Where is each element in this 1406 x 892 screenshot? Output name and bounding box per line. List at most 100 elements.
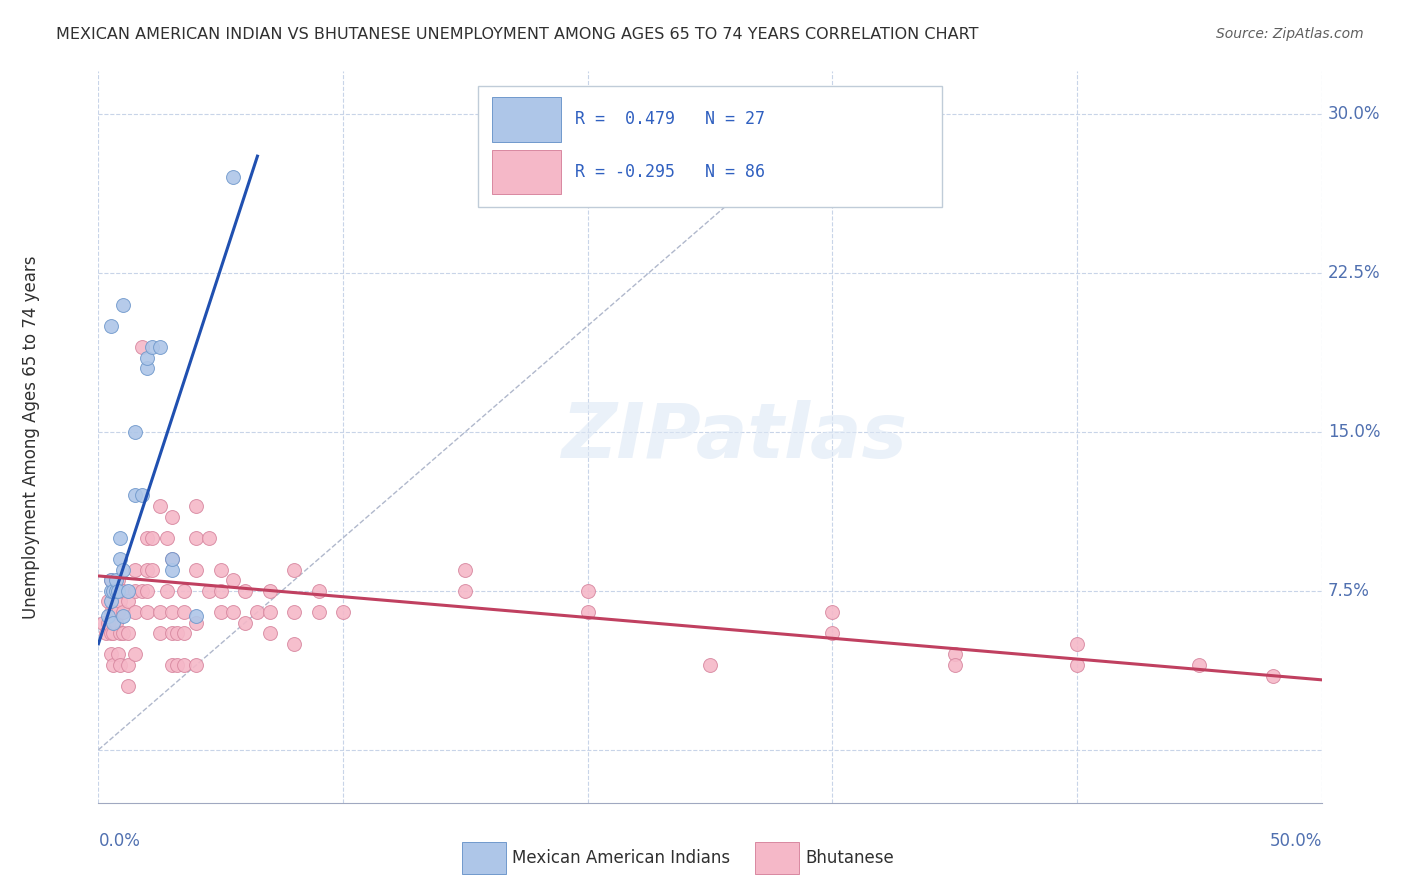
Point — [100, 605, 122, 619]
Point — [136, 351, 159, 365]
Point — [454, 583, 477, 598]
Point — [308, 583, 330, 598]
Point — [124, 563, 146, 577]
Point — [124, 488, 146, 502]
Point — [283, 563, 305, 577]
Point — [233, 583, 256, 598]
Point — [166, 626, 188, 640]
Point — [111, 609, 134, 624]
Text: Unemployment Among Ages 65 to 74 years: Unemployment Among Ages 65 to 74 years — [22, 255, 41, 619]
Point — [149, 626, 172, 640]
Point — [136, 361, 159, 376]
Point — [173, 583, 195, 598]
Point — [136, 583, 159, 598]
Point — [222, 573, 245, 587]
Point — [117, 679, 139, 693]
Point — [100, 573, 122, 587]
Text: 15.0%: 15.0% — [1327, 423, 1381, 441]
Point — [173, 658, 195, 673]
Text: R = -0.295   N = 86: R = -0.295 N = 86 — [575, 162, 765, 180]
Point — [104, 583, 127, 598]
Text: Mexican American Indians: Mexican American Indians — [512, 848, 730, 867]
Point — [131, 340, 153, 354]
Point — [186, 609, 208, 624]
Point — [149, 340, 172, 354]
Point — [136, 563, 159, 577]
FancyBboxPatch shape — [478, 86, 942, 207]
Point — [160, 626, 183, 640]
Point — [259, 583, 281, 598]
Point — [332, 605, 354, 619]
Point — [101, 605, 124, 619]
Point — [173, 605, 195, 619]
Point — [111, 605, 134, 619]
Point — [124, 425, 146, 439]
Point — [156, 583, 179, 598]
Point — [141, 531, 163, 545]
Point — [136, 605, 159, 619]
Point — [111, 583, 134, 598]
Point — [209, 605, 232, 619]
Point — [943, 658, 966, 673]
Point — [91, 615, 114, 630]
Point — [100, 583, 122, 598]
Point — [186, 658, 208, 673]
Point — [141, 340, 163, 354]
Point — [100, 626, 122, 640]
Point — [117, 626, 139, 640]
Point — [124, 583, 146, 598]
Text: 30.0%: 30.0% — [1327, 104, 1381, 123]
Point — [131, 488, 153, 502]
Point — [97, 615, 120, 630]
Text: Bhutanese: Bhutanese — [806, 848, 894, 867]
Point — [100, 648, 122, 662]
Point — [222, 170, 245, 185]
Point — [160, 605, 183, 619]
FancyBboxPatch shape — [755, 842, 800, 874]
Point — [233, 615, 256, 630]
Point — [100, 573, 122, 587]
Text: 7.5%: 7.5% — [1327, 582, 1369, 599]
Point — [94, 626, 117, 640]
Point — [259, 605, 281, 619]
Point — [104, 573, 127, 587]
Point — [160, 552, 183, 566]
Point — [1188, 658, 1211, 673]
Point — [107, 605, 129, 619]
Point — [101, 658, 124, 673]
Text: ZIPatlas: ZIPatlas — [561, 401, 907, 474]
Point — [97, 594, 120, 608]
Point — [97, 609, 120, 624]
Point — [141, 563, 163, 577]
Point — [111, 297, 134, 311]
FancyBboxPatch shape — [461, 842, 506, 874]
Text: 50.0%: 50.0% — [1270, 832, 1322, 850]
Point — [104, 605, 127, 619]
Point — [111, 563, 134, 577]
Point — [454, 563, 477, 577]
Text: R =  0.479   N = 27: R = 0.479 N = 27 — [575, 110, 765, 128]
Point — [101, 626, 124, 640]
Point — [1066, 658, 1088, 673]
Point — [699, 658, 721, 673]
Point — [197, 531, 219, 545]
Point — [186, 531, 208, 545]
Point — [576, 605, 599, 619]
FancyBboxPatch shape — [492, 97, 561, 142]
Point — [110, 658, 132, 673]
Point — [186, 499, 208, 513]
Point — [101, 615, 124, 630]
Point — [107, 573, 129, 587]
Point — [1261, 668, 1284, 682]
Point — [131, 583, 153, 598]
Text: 0.0%: 0.0% — [98, 832, 141, 850]
Point — [156, 531, 179, 545]
Point — [100, 594, 122, 608]
Point — [197, 583, 219, 598]
Text: MEXICAN AMERICAN INDIAN VS BHUTANESE UNEMPLOYMENT AMONG AGES 65 TO 74 YEARS CORR: MEXICAN AMERICAN INDIAN VS BHUTANESE UNE… — [56, 27, 979, 42]
Point — [124, 648, 146, 662]
FancyBboxPatch shape — [492, 150, 561, 194]
Point — [110, 531, 132, 545]
Point — [104, 615, 127, 630]
Point — [821, 605, 844, 619]
